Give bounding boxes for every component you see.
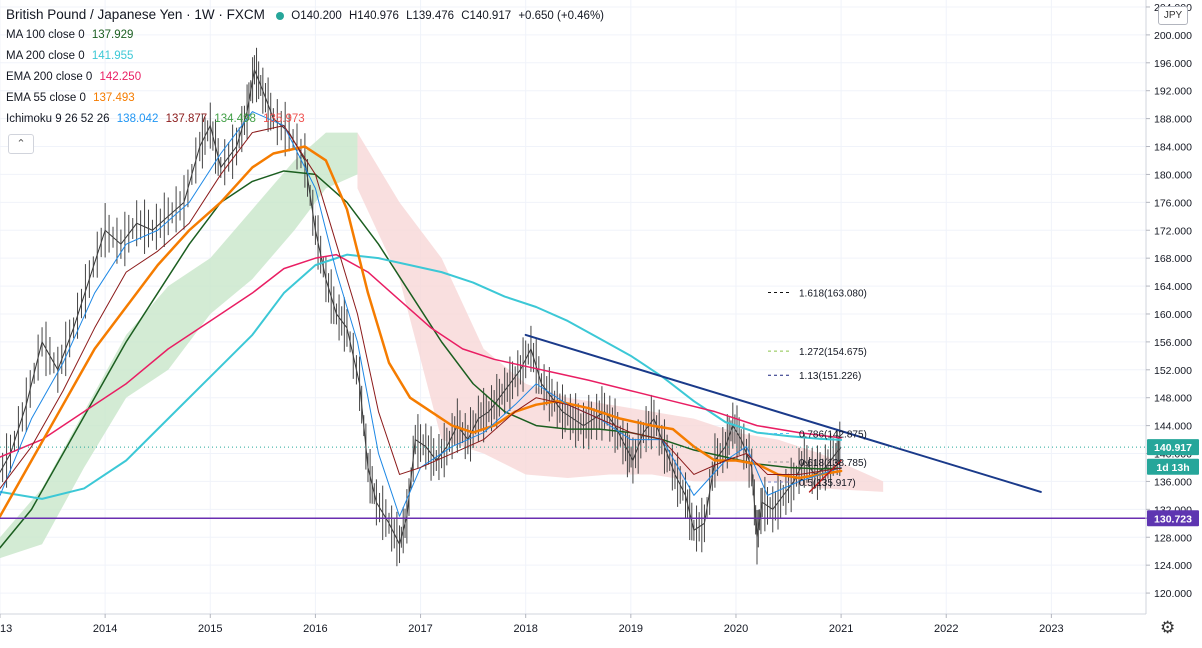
price-label: 140.917 [1154,442,1192,454]
indicator-label: MA 200 close 0 [6,50,85,62]
indicator-ema200[interactable]: EMA 200 close 0 142.250 [6,67,608,88]
y-tick-label: 148.000 [1154,393,1192,405]
x-tick-label: 2023 [1039,623,1063,635]
chevron-up-icon: ⌃ [16,138,26,150]
currency-button[interactable]: JPY [1158,6,1188,25]
fib-level-label: 1.13(151.226) [799,371,861,382]
ohlc-close: C140.917 [461,10,512,22]
indicator-value: 137.929 [91,29,134,41]
series-line [524,333,1042,493]
y-tick-label: 172.000 [1154,225,1192,237]
x-tick-label: 2019 [619,623,643,635]
fib-level-label: 0.786(142.875) [799,429,867,440]
series-line [0,253,842,458]
cloud-layer [0,132,884,559]
collapse-legend-button[interactable]: ⌃ [8,134,34,154]
y-tick-label: 176.000 [1154,197,1192,209]
y-tick-label: 152.000 [1154,365,1192,377]
ohlc-low: L139.476 [406,10,455,22]
series-line [0,253,843,500]
chart-legend: British Pound / Japanese Yen · 1W · FXCM… [6,4,608,130]
x-tick-label: 2022 [934,623,958,635]
indicator-ichimoku[interactable]: Ichimoku 9 26 52 26 138.042 137.877 134.… [6,109,608,130]
ohlc-open: O140.200 [291,10,342,22]
y-tick-label: 124.000 [1154,560,1192,572]
y-tick-label: 164.000 [1154,281,1192,293]
x-tick-label: 2013 [0,623,12,635]
series-layer [0,111,1158,549]
ohlc-change: +0.650 (+0.46%) [518,10,604,22]
ichimoku-span-a-value: 134.498 [214,113,256,125]
indicator-value: 142.250 [99,71,142,83]
market-status-icon [276,11,285,20]
y-tick-label: 168.000 [1154,253,1192,265]
indicator-value: 141.955 [91,50,134,62]
y-tick-label: 160.000 [1154,309,1192,321]
ohlc-high: H140.976 [349,10,399,22]
y-tick-label: 128.000 [1154,532,1192,544]
price-label-bg [1147,439,1199,456]
x-tick-label: 2020 [724,623,748,635]
indicator-label: EMA 200 close 0 [6,71,93,83]
fib-level-label: 1.618(163.080) [799,288,867,299]
x-tick-label: 2021 [829,623,853,635]
x-tick-label: 2016 [303,623,327,635]
x-tick-label: 2018 [513,623,537,635]
y-tick-label: 188.000 [1154,114,1192,126]
y-tick-label: 120.000 [1154,588,1192,600]
y-tick-label: 192.000 [1154,86,1192,98]
fib-level-label: 0.5(135.917) [799,478,856,489]
price-label-bg [1147,458,1199,475]
y-tick-label: 180.000 [1154,169,1192,181]
axis-layer: 120.000124.000128.000132.000136.000140.0… [0,0,1199,635]
y-tick-label: 156.000 [1154,337,1192,349]
price-label-bg [1147,510,1199,527]
y-tick-label: 200.000 [1154,30,1192,42]
indicator-ema55[interactable]: EMA 55 close 0 137.493 [6,88,608,109]
indicator-ma200[interactable]: MA 200 close 0 141.955 [6,46,608,67]
series-line [0,145,843,518]
y-tick-label: 136.000 [1154,476,1192,488]
series-line [0,125,842,489]
ichimoku-base-value: 137.877 [165,113,208,125]
x-tick-label: 2015 [198,623,222,635]
y-tick-label: 196.000 [1154,58,1192,70]
indicator-label: Ichimoku 9 26 52 26 [6,113,110,125]
ichimoku-span-b-value: 135.973 [263,113,305,125]
indicator-label: MA 100 close 0 [6,29,85,41]
fib-layer: 1.618(163.080) 1.272(154.675) 1.13(151.226… [0,288,1146,489]
ichimoku-cloud [0,132,358,559]
indicator-value: 137.493 [93,92,135,104]
series-line [808,459,842,493]
fib-level-label: 0.618(138.785) [799,458,867,469]
y-tick-label: 144.000 [1154,421,1192,433]
x-tick-label: 2017 [408,623,432,635]
fib-level-label: 1.272(154.675) [799,347,867,358]
series-line [0,170,842,549]
symbol-title[interactable]: British Pound / Japanese Yen · 1W · FXCM [6,7,265,22]
series-line [0,111,842,517]
ichimoku-conversion-value: 138.042 [116,113,159,125]
indicator-label: EMA 55 close 0 [6,92,86,104]
price-label: 1d 13h [1156,462,1189,474]
gear-icon[interactable]: ⚙ [1160,618,1176,637]
price-label: 130.723 [1154,513,1192,525]
x-tick-label: 2014 [93,623,117,635]
symbol-row: British Pound / Japanese Yen · 1W · FXCM… [6,4,608,25]
indicator-ma100[interactable]: MA 100 close 0 137.929 [6,25,608,46]
y-tick-label: 184.000 [1154,142,1192,154]
